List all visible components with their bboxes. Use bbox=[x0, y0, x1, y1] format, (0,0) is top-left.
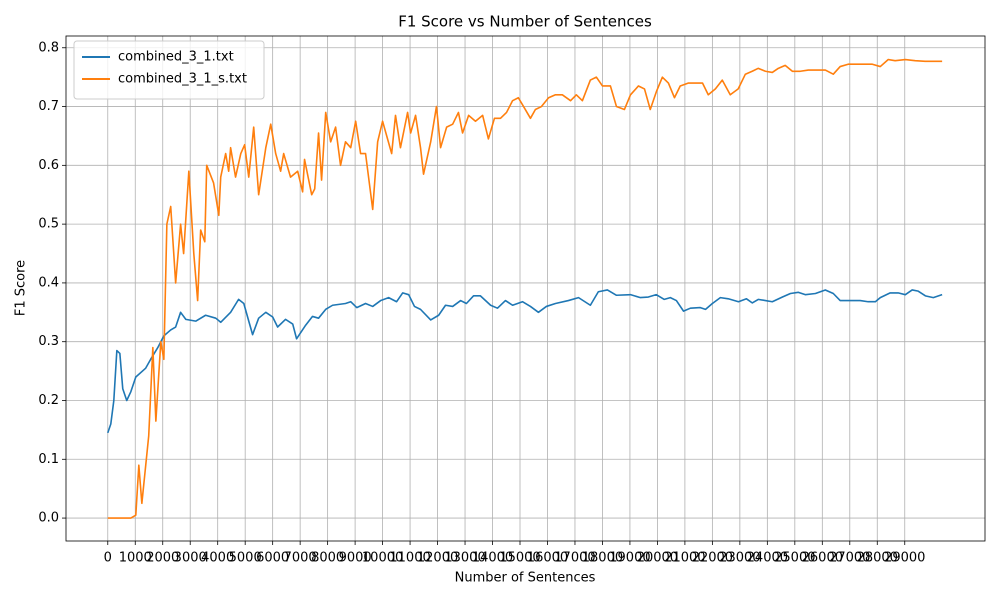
x-tick-label: 27000 bbox=[829, 551, 870, 566]
x-tick-label: 2000 bbox=[146, 551, 179, 566]
x-tick-label: 12000 bbox=[417, 551, 458, 566]
x-tick-label: 21000 bbox=[664, 551, 705, 566]
x-tick-label: 29000 bbox=[884, 551, 925, 566]
x-tick-label: 8000 bbox=[311, 551, 344, 566]
x-tick-label: 7000 bbox=[284, 551, 317, 566]
y-tick-label: 0.7 bbox=[38, 99, 59, 114]
x-tick-label: 3000 bbox=[174, 551, 207, 566]
x-tick-label: 5000 bbox=[229, 551, 262, 566]
legend-label: combined_3_1_s.txt bbox=[118, 72, 247, 87]
y-tick-label: 0.8 bbox=[38, 40, 59, 55]
x-tick-label: 17000 bbox=[554, 551, 595, 566]
y-axis-label: F1 Score bbox=[14, 260, 29, 316]
y-tick-label: 0.0 bbox=[38, 511, 59, 526]
x-tick-label: 19000 bbox=[609, 551, 650, 566]
x-tick-label: 1000 bbox=[119, 551, 152, 566]
plot-frame bbox=[65, 35, 986, 542]
x-tick-label: 13000 bbox=[444, 551, 485, 566]
legend-box bbox=[73, 40, 265, 100]
x-tick-label: 18000 bbox=[582, 551, 623, 566]
x-tick-label: 15000 bbox=[499, 551, 540, 566]
x-tick-label: 10000 bbox=[362, 551, 403, 566]
y-tick-label: 0.6 bbox=[38, 158, 59, 173]
y-tick-label: 0.2 bbox=[38, 393, 59, 408]
x-tick-label: 20000 bbox=[637, 551, 678, 566]
y-tick-label: 0.5 bbox=[38, 217, 59, 232]
chart-title: F1 Score vs Number of Sentences bbox=[398, 13, 652, 31]
y-tick-label: 0.1 bbox=[38, 452, 59, 467]
data-line bbox=[107, 289, 943, 434]
x-tick-label: 4000 bbox=[201, 551, 234, 566]
x-tick-label: 23000 bbox=[719, 551, 760, 566]
x-tick-label: 24000 bbox=[747, 551, 788, 566]
x-tick-label: 26000 bbox=[802, 551, 843, 566]
x-tick-label: 14000 bbox=[472, 551, 513, 566]
x-tick-label: 0 bbox=[104, 551, 112, 566]
x-tick-label: 6000 bbox=[256, 551, 289, 566]
x-axis-label: Number of Sentences bbox=[455, 571, 596, 586]
legend: combined_3_1.txt combined_3_1_s.txt bbox=[73, 40, 265, 100]
x-tick-label: 22000 bbox=[692, 551, 733, 566]
x-tick-label: 25000 bbox=[774, 551, 815, 566]
x-tick-label: 11000 bbox=[389, 551, 430, 566]
data-line bbox=[107, 58, 943, 519]
y-tick-label: 0.4 bbox=[38, 275, 59, 290]
x-tick-label: 16000 bbox=[527, 551, 568, 566]
x-tick-label: 28000 bbox=[857, 551, 898, 566]
x-tick-label: 9000 bbox=[339, 551, 372, 566]
legend-label: combined_3_1.txt bbox=[118, 50, 234, 65]
y-tick-label: 0.3 bbox=[38, 334, 59, 349]
